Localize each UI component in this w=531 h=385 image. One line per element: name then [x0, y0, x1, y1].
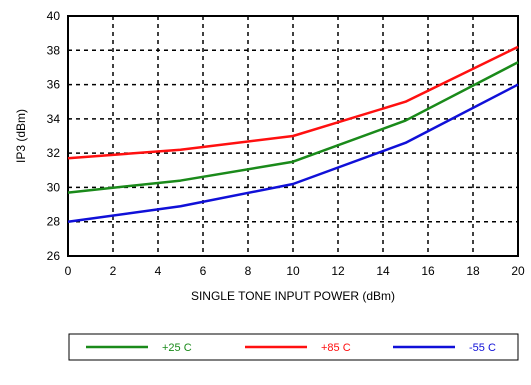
x-axis-title: SINGLE TONE INPUT POWER (dBm)	[191, 289, 395, 303]
y-tick-label: 32	[47, 146, 61, 160]
y-tick-label: 28	[47, 215, 61, 229]
series-layer	[67, 45, 519, 223]
y-tick-label: 26	[47, 249, 61, 263]
y-tick-label: 38	[47, 43, 61, 57]
plot-frame	[67, 15, 519, 257]
y-axis-title: IP3 (dBm)	[14, 109, 28, 163]
y-tick-label: 30	[47, 180, 61, 194]
legend-label-3: -55 C	[469, 342, 496, 354]
y-tick-label: 40	[47, 9, 61, 23]
x-tick-label: 14	[376, 264, 390, 278]
series-line-2	[67, 45, 519, 160]
x-tick-label: 0	[65, 264, 72, 278]
legend-label-2: +85 C	[321, 342, 351, 354]
x-tick-label: 2	[110, 264, 117, 278]
x-tick-label: 10	[286, 264, 300, 278]
y-tick-label: 36	[47, 78, 61, 92]
x-tick-label: 8	[245, 264, 252, 278]
x-tick-label: 6	[200, 264, 207, 278]
x-tick-label: 16	[421, 264, 435, 278]
series-line-3	[67, 83, 519, 223]
legend: +25 C +85 C -55 C	[86, 342, 496, 354]
x-tick-labels: 0 2 4 6 8 10 12 14 16 18 20	[65, 264, 525, 278]
series-line-1	[67, 61, 519, 194]
legend-label-1: +25 C	[162, 342, 192, 354]
y-tick-labels: 26 28 30 32 34 36 38 40	[47, 9, 61, 263]
x-tick-label: 4	[155, 264, 162, 278]
x-tick-label: 18	[466, 264, 480, 278]
y-tick-label: 34	[47, 112, 61, 126]
x-tick-label: 12	[331, 264, 345, 278]
x-tick-label: 20	[511, 264, 525, 278]
